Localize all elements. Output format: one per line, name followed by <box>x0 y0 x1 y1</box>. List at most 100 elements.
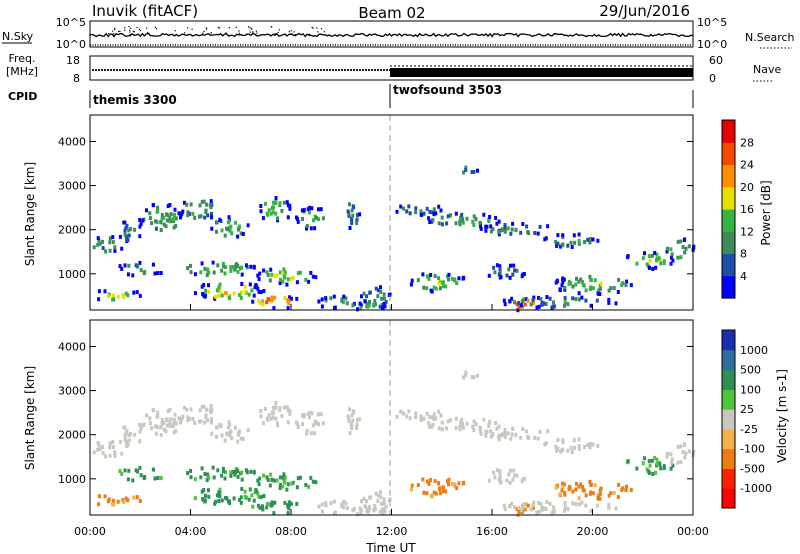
power-cell <box>223 233 227 238</box>
power-cell <box>238 224 241 229</box>
velocity-cell <box>458 427 462 432</box>
velocity-cell <box>452 482 456 487</box>
colorbar-tick-label: 25 <box>740 403 754 416</box>
velocity-cell <box>653 455 657 460</box>
power-cell <box>581 279 584 284</box>
velocity-cell <box>311 479 315 484</box>
power-cell <box>588 274 592 279</box>
velocity-cell <box>101 451 105 456</box>
power-cell <box>499 274 503 279</box>
velocity-cell <box>457 481 461 486</box>
velocity-cell <box>301 422 304 426</box>
velocity-cell <box>577 446 581 451</box>
power-cell <box>381 305 385 310</box>
power-cell <box>288 295 291 300</box>
power-cell <box>422 211 426 216</box>
velocity-cell <box>503 434 507 439</box>
power-cell <box>216 263 220 268</box>
velocity-cell <box>317 504 321 509</box>
power-cell <box>419 213 423 217</box>
velocity-cell <box>551 509 555 514</box>
colorbar-segment <box>722 164 735 188</box>
velocity-cell <box>314 480 318 485</box>
power-cell <box>657 256 661 261</box>
power-cell <box>648 265 651 270</box>
power-cell <box>470 170 474 174</box>
nsky-dot <box>206 27 208 29</box>
power-cell <box>671 258 675 263</box>
power-cell <box>607 297 611 302</box>
power-cell <box>589 285 593 290</box>
power-cell <box>461 220 465 225</box>
power-cell <box>479 224 482 229</box>
power-cell <box>246 223 250 228</box>
power-cell <box>202 199 206 204</box>
power-cell <box>221 261 225 266</box>
velocity-cell <box>484 433 488 438</box>
velocity-cell <box>189 468 192 473</box>
power-cell <box>525 224 529 229</box>
velocity-cell <box>159 433 163 437</box>
power-cell <box>239 290 243 295</box>
velocity-cell <box>240 477 244 482</box>
velocity-cell <box>378 509 382 514</box>
velocity-cell <box>270 500 274 505</box>
nsky-dot <box>312 27 314 29</box>
date-title: 29/Jun/2016 <box>599 2 690 20</box>
velocity-cell <box>174 429 178 433</box>
power-cell <box>441 280 445 285</box>
velocity-cell <box>191 416 195 421</box>
power-cell <box>138 234 142 239</box>
velocity-cell <box>116 499 120 504</box>
velocity-cell <box>173 412 177 417</box>
nsky-dot <box>203 30 205 33</box>
velocity-cell <box>669 452 673 457</box>
velocity-cell <box>509 436 513 441</box>
velocity-cell <box>577 496 581 501</box>
power-cell <box>405 209 409 214</box>
velocity-cell <box>283 405 286 410</box>
velocity-cell <box>368 505 371 509</box>
velocity-cell <box>205 478 209 483</box>
velocity-cell <box>563 501 567 506</box>
power-cell <box>348 202 351 207</box>
power-cell <box>446 214 450 219</box>
power-cell <box>692 244 696 249</box>
power-cell <box>527 231 531 236</box>
power-cell <box>577 291 581 296</box>
power-cell <box>559 244 563 249</box>
velocity-cell <box>419 414 423 419</box>
nsky-dot <box>294 34 296 36</box>
velocity-cell <box>257 482 261 487</box>
freq-label: Freq. <box>8 52 35 65</box>
velocity-cell <box>439 491 442 496</box>
velocity-cell <box>307 484 311 489</box>
velocity-cell <box>202 404 206 409</box>
power-cell <box>307 279 311 284</box>
velocity-xaxis-ticks: 00:00 04:00 08:00 12:00 16:00 20:00 00:00 <box>74 304 709 538</box>
power-cell <box>465 216 469 221</box>
velocity-cell <box>220 473 224 478</box>
velocity-cell <box>373 507 377 512</box>
velocity-cell <box>545 500 549 504</box>
power-cell <box>510 227 514 232</box>
power-cell <box>454 211 458 216</box>
velocity-cell <box>229 429 233 434</box>
power-cell <box>168 216 172 220</box>
xtick-label: 08:00 <box>275 525 307 538</box>
power-cell <box>383 304 387 309</box>
power-cell <box>574 282 578 287</box>
velocity-cell <box>111 498 115 503</box>
velocity-cell <box>207 488 210 493</box>
power-cell <box>563 285 567 290</box>
cpid-label: CPID <box>8 90 37 103</box>
power-cell <box>139 268 143 273</box>
power-cell <box>432 212 436 217</box>
power-cell <box>510 296 514 301</box>
ytick-label: 1000 <box>58 268 86 281</box>
power-cell <box>345 301 349 306</box>
velocity-cell <box>101 444 104 449</box>
colorbar-tick-label: 8 <box>740 248 747 261</box>
velocity-cell <box>156 476 160 480</box>
